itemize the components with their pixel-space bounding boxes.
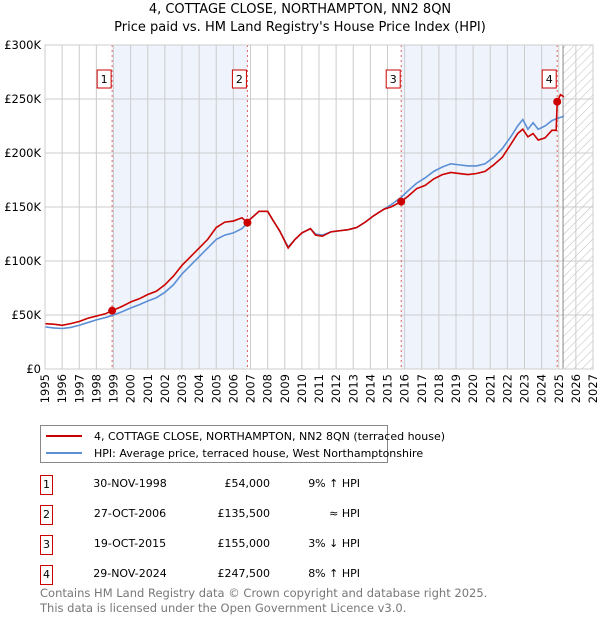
x-tick-label: 2011 [312, 374, 326, 403]
sale-price: £135,500 [217, 507, 271, 520]
x-tick-label: 2023 [518, 374, 532, 403]
x-tick-label: 1995 [38, 374, 52, 403]
sale-date: 27-OCT-2006 [93, 507, 167, 520]
x-tick-label: 2024 [535, 374, 549, 403]
sale-row: 4 29-NOV-2024 £247,500 8% ↑ HPI [40, 565, 440, 585]
x-tick-label: 2005 [209, 374, 223, 403]
sale-point [397, 197, 406, 206]
x-tick-label: 2022 [500, 374, 514, 403]
legend-swatch-blue [46, 452, 82, 454]
sale-date: 30-NOV-1998 [93, 477, 167, 490]
sale-hpi-compare: ≈ HPI [329, 507, 360, 520]
x-tick-label: 2007 [244, 374, 258, 403]
x-tick-label: 1999 [107, 374, 121, 403]
price-chart: 1995 1996 1997 1998 1999 2000 2001 2002 2003 2004… [4, 38, 600, 403]
x-tick-label: 2008 [261, 374, 275, 403]
x-tick-label: 2026 [569, 374, 583, 403]
property-price-line [44, 93, 565, 327]
legend-swatch-red [46, 435, 82, 437]
sale-marker: 1 [40, 475, 53, 495]
sale-marker: 2 [40, 505, 53, 525]
sale-hpi-compare: 8% ↑ HPI [308, 567, 360, 580]
chart-subtitle: Price paid vs. HM Land Registry's House … [114, 20, 486, 35]
x-tick-label: 2018 [432, 374, 446, 403]
x-tick-label: 2014 [363, 374, 377, 403]
y-tick-label: £100K [4, 254, 41, 268]
y-tick-label: £200K [4, 146, 41, 160]
sale-date: 29-NOV-2024 [93, 567, 167, 580]
x-tick-label: 2016 [398, 374, 412, 403]
x-tick-label: 2017 [415, 374, 429, 403]
y-tick-label: £0 [26, 362, 41, 376]
x-tick-label: 2012 [329, 374, 343, 403]
chart-title: 4, COTTAGE CLOSE, NORTHAMPTON, NN2 8QN [148, 2, 452, 17]
sale-label: 2 [236, 73, 243, 86]
legend-item-hpi: HPI: Average price, terraced house, West… [41, 445, 423, 461]
y-tick-label: £150K [4, 200, 41, 214]
legend-label: HPI: Average price, terraced house, West… [94, 446, 424, 460]
sale-hpi-compare: 9% ↑ HPI [308, 477, 360, 490]
footer-copyright: Contains HM Land Registry data © Crown c… [40, 586, 488, 600]
legend-item-property: 4, COTTAGE CLOSE, NORTHAMPTON, NN2 8QN (… [41, 428, 445, 444]
sale-label-box [385, 69, 401, 89]
y-tick-label: £250K [4, 92, 41, 106]
x-tick-label: 2027 [586, 374, 600, 403]
sale-label: 4 [546, 73, 553, 86]
y-tick-label: £300K [4, 38, 41, 52]
sale-row: 1 30-NOV-1998 £54,000 9% ↑ HPI [40, 475, 440, 495]
x-tick-label: 2002 [158, 374, 172, 403]
x-tick-label: 2010 [295, 374, 309, 403]
sale-price: £54,000 [224, 477, 271, 490]
sale-hpi-compare: 3% ↓ HPI [308, 537, 360, 550]
x-tick-label: 2003 [175, 374, 189, 403]
sale-label-box [541, 69, 557, 89]
sale-point [243, 218, 252, 227]
x-tick-label: 2015 [381, 374, 395, 403]
x-tick-label: 1996 [55, 374, 69, 403]
x-tick-label: 2013 [346, 374, 360, 403]
x-tick-label: 1998 [89, 374, 103, 403]
x-tick-label: 2020 [466, 374, 480, 403]
sale-row: 3 19-OCT-2015 £155,000 3% ↓ HPI [40, 535, 440, 555]
x-tick-label: 2001 [141, 374, 155, 403]
sale-label: 3 [390, 73, 397, 86]
sale-row: 2 27-OCT-2006 £135,500 ≈ HPI [40, 505, 440, 525]
sale-date: 19-OCT-2015 [93, 537, 167, 550]
y-tick-label: £50K [12, 308, 42, 322]
x-tick-label: 2006 [226, 374, 240, 403]
sale-price: £247,500 [217, 567, 271, 580]
x-tick-label: 2021 [483, 374, 497, 403]
sale-point [553, 97, 562, 106]
sale-label-box [96, 69, 112, 89]
sale-label: 1 [101, 73, 108, 86]
x-tick-label: 2009 [278, 374, 292, 403]
footer-licence: This data is licensed under the Open Gov… [40, 601, 407, 615]
x-tick-label: 2025 [552, 374, 566, 403]
sale-marker: 4 [40, 565, 53, 585]
x-tick-label: 2019 [449, 374, 463, 403]
sale-price: £155,000 [217, 537, 271, 550]
sale-marker: 3 [40, 535, 53, 555]
legend-label: 4, COTTAGE CLOSE, NORTHAMPTON, NN2 8QN (… [94, 429, 446, 443]
x-tick-label: 2000 [124, 374, 138, 403]
plot-frame [44, 44, 594, 370]
x-tick-label: 1997 [72, 374, 86, 403]
chart-legend: 4, COTTAGE CLOSE, NORTHAMPTON, NN2 8QN (… [40, 425, 445, 463]
x-tick-label: 2004 [192, 374, 206, 403]
sale-label-box [231, 69, 247, 89]
sale-point [108, 306, 117, 315]
